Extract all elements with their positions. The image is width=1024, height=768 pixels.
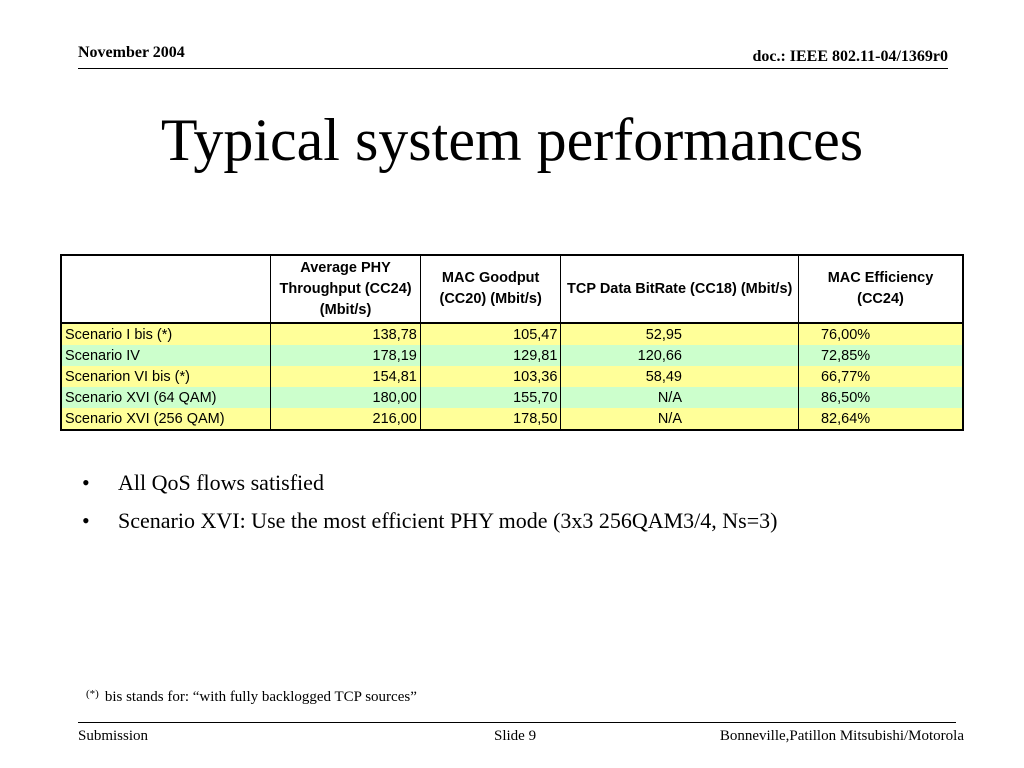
table-row: Scenario XVI (64 QAM) 180,00 155,70 N/A … — [61, 387, 963, 408]
cell-phy: 154,81 — [270, 366, 421, 387]
cell-scenario: Scenario XVI (256 QAM) — [61, 408, 271, 430]
cell-scenario: Scenario XVI (64 QAM) — [61, 387, 271, 408]
cell-efficiency: 66,77% — [797, 366, 963, 387]
cell-mac-goodput: 178,50 — [419, 408, 561, 430]
table-row: Scenario IV 178,19 129,81 120,66 72,85% — [61, 345, 963, 366]
cell-efficiency: 82,64% — [797, 408, 963, 430]
header-cell-tcp-bitrate: TCP Data BitRate (CC18) (Mbit/s) — [560, 255, 799, 324]
cell-tcp: 58,49 — [560, 366, 799, 387]
bullet-list: • All QoS flows satisfied • Scenario XVI… — [82, 468, 777, 544]
cell-mac-goodput: 103,36 — [419, 366, 561, 387]
header-cell-phy-throughput: Average PHY Throughput (CC24) (Mbit/s) — [270, 255, 421, 324]
table-row: Scenarion VI bis (*) 154,81 103,36 58,49… — [61, 366, 963, 387]
table-row: Scenario I bis (*) 138,78 105,47 52,95 7… — [61, 323, 963, 345]
footnote-text: bis stands for: “with fully backlogged T… — [104, 689, 417, 705]
cell-phy: 180,00 — [270, 387, 421, 408]
cell-tcp: 120,66 — [560, 345, 799, 366]
header-cell-mac-goodput: MAC Goodput (CC20) (Mbit/s) — [419, 255, 561, 324]
footer-slide-number: Slide 9 — [494, 728, 537, 744]
footer-authors: Bonneville,Patillon Mitsubishi/Motorola — [719, 728, 964, 744]
footer-submission: Submission — [78, 728, 149, 744]
bullet-item: • Scenario XVI: Use the most efficient P… — [82, 506, 777, 544]
cell-efficiency: 86,50% — [797, 387, 963, 408]
performance-table: Average PHY Throughput (CC24) (Mbit/s) M… — [60, 254, 964, 431]
cell-phy: 216,00 — [270, 408, 421, 430]
cell-scenario: Scenario I bis (*) — [61, 323, 271, 345]
cell-mac-goodput: 129,81 — [419, 345, 561, 366]
header-cell-mac-efficiency: MAC Efficiency (CC24) — [797, 255, 963, 324]
cell-scenario: Scenarion VI bis (*) — [61, 366, 271, 387]
table-header-row: Average PHY Throughput (CC24) (Mbit/s) M… — [61, 255, 963, 324]
cell-phy: 138,78 — [270, 323, 421, 345]
cell-mac-goodput: 155,70 — [419, 387, 561, 408]
bullet-dot-icon: • — [82, 508, 90, 533]
bullet-text: Scenario XVI: Use the most efficient PHY… — [118, 508, 778, 533]
cell-tcp: 52,95 — [560, 323, 799, 345]
cell-tcp: N/A — [560, 408, 799, 430]
header-date: November 2004 — [78, 44, 185, 61]
header-cell-scenario — [61, 255, 271, 324]
bullet-text: All QoS flows satisfied — [118, 470, 324, 495]
footer-divider — [78, 722, 956, 723]
cell-tcp: N/A — [560, 387, 799, 408]
table-row: Scenario XVI (256 QAM) 216,00 178,50 N/A… — [61, 408, 963, 430]
footnote: (*) bis stands for: “with fully backlogge… — [86, 688, 417, 706]
cell-efficiency: 72,85% — [797, 345, 963, 366]
cell-scenario: Scenario IV — [61, 345, 271, 366]
bullet-dot-icon: • — [82, 470, 90, 495]
bullet-item: • All QoS flows satisfied — [82, 468, 777, 506]
cell-mac-goodput: 105,47 — [419, 323, 561, 345]
cell-efficiency: 76,00% — [797, 323, 963, 345]
footnote-mark: (*) — [86, 688, 99, 700]
header-divider — [78, 68, 948, 69]
header-doc-id: doc.: IEEE 802.11-04/1369r0 — [752, 48, 948, 65]
cell-phy: 178,19 — [270, 345, 421, 366]
slide-title: Typical system performances — [160, 107, 864, 173]
